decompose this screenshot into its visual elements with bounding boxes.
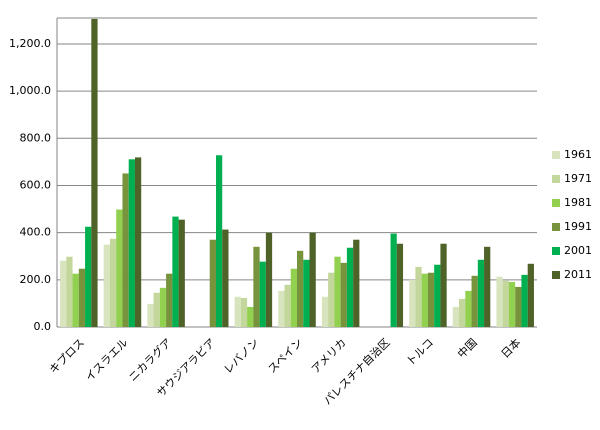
x-tick-label: イスラエル bbox=[83, 336, 131, 384]
bar bbox=[409, 279, 416, 327]
bar bbox=[259, 261, 266, 327]
bar bbox=[209, 239, 216, 327]
bar bbox=[309, 232, 316, 327]
bar bbox=[240, 297, 248, 327]
bar bbox=[297, 250, 304, 327]
bar bbox=[471, 275, 478, 327]
bar bbox=[477, 259, 485, 327]
bar bbox=[253, 246, 260, 327]
bar bbox=[72, 273, 79, 327]
bar bbox=[265, 232, 273, 327]
legend-label: 1981 bbox=[564, 196, 592, 209]
bar bbox=[515, 286, 522, 327]
legend-label: 1991 bbox=[564, 220, 592, 233]
bar bbox=[346, 247, 354, 327]
bar bbox=[328, 272, 335, 327]
legend-swatch bbox=[552, 271, 560, 279]
bar bbox=[85, 226, 92, 327]
legend-label: 1971 bbox=[564, 172, 592, 185]
bar bbox=[340, 262, 347, 327]
bar bbox=[502, 280, 509, 327]
bar bbox=[353, 239, 360, 327]
bar bbox=[109, 238, 117, 327]
bar bbox=[60, 260, 67, 327]
y-tick-label: 1,200.0 bbox=[9, 37, 51, 50]
bar bbox=[465, 290, 472, 327]
bar bbox=[247, 306, 254, 327]
x-tick-label: トルコ bbox=[404, 336, 436, 368]
bar bbox=[521, 274, 528, 327]
bar bbox=[459, 298, 466, 327]
bar bbox=[440, 243, 447, 327]
bar bbox=[390, 233, 397, 327]
bar bbox=[159, 287, 167, 327]
x-tick-label: スペイン bbox=[265, 336, 305, 376]
bar bbox=[178, 219, 185, 327]
bar bbox=[434, 264, 441, 327]
legend-label: 2011 bbox=[564, 268, 592, 281]
x-tick-label: 中国 bbox=[455, 336, 480, 361]
legend-swatch bbox=[552, 175, 560, 183]
y-tick-label: 0.0 bbox=[34, 320, 52, 333]
y-tick-label: 600.0 bbox=[20, 178, 52, 191]
bar bbox=[496, 276, 503, 327]
bar bbox=[166, 273, 173, 327]
bar bbox=[334, 256, 341, 327]
bar bbox=[103, 244, 110, 327]
legend-swatch bbox=[552, 223, 560, 231]
bar bbox=[91, 18, 98, 327]
bar bbox=[122, 173, 129, 327]
legend-swatch bbox=[552, 199, 560, 207]
y-tick-label: 800.0 bbox=[20, 131, 52, 144]
bar bbox=[321, 296, 329, 327]
bar bbox=[147, 303, 154, 327]
y-tick-label: 200.0 bbox=[20, 273, 52, 286]
y-tick-label: 1,000.0 bbox=[9, 84, 51, 97]
bar bbox=[484, 246, 491, 327]
y-tick-label: 400.0 bbox=[20, 226, 52, 239]
bar bbox=[234, 296, 241, 327]
legend-swatch bbox=[552, 247, 560, 255]
legend-label: 2001 bbox=[564, 244, 592, 257]
x-tick-label: レバノン bbox=[221, 336, 261, 376]
bar bbox=[222, 229, 229, 327]
legend-swatch bbox=[552, 151, 560, 159]
bar bbox=[116, 209, 123, 327]
bar bbox=[396, 243, 404, 327]
bar bbox=[508, 281, 516, 327]
bar bbox=[215, 155, 223, 327]
legend-label: 1961 bbox=[564, 148, 592, 161]
x-tick-label: 日本 bbox=[498, 335, 523, 360]
bar bbox=[278, 290, 285, 327]
bar bbox=[290, 268, 297, 327]
bar bbox=[78, 268, 86, 327]
bar bbox=[172, 216, 179, 327]
bar bbox=[527, 263, 534, 327]
bar bbox=[421, 273, 428, 327]
bar bbox=[153, 292, 160, 327]
bar bbox=[134, 157, 142, 327]
bar bbox=[415, 266, 422, 327]
bar bbox=[284, 284, 291, 327]
bar bbox=[427, 272, 435, 327]
bar bbox=[452, 306, 460, 327]
bar bbox=[128, 159, 135, 327]
bar bbox=[66, 256, 73, 327]
x-tick-label: キプロス bbox=[47, 336, 87, 376]
bar bbox=[303, 259, 310, 327]
x-tick-label: アメリカ bbox=[309, 336, 349, 376]
